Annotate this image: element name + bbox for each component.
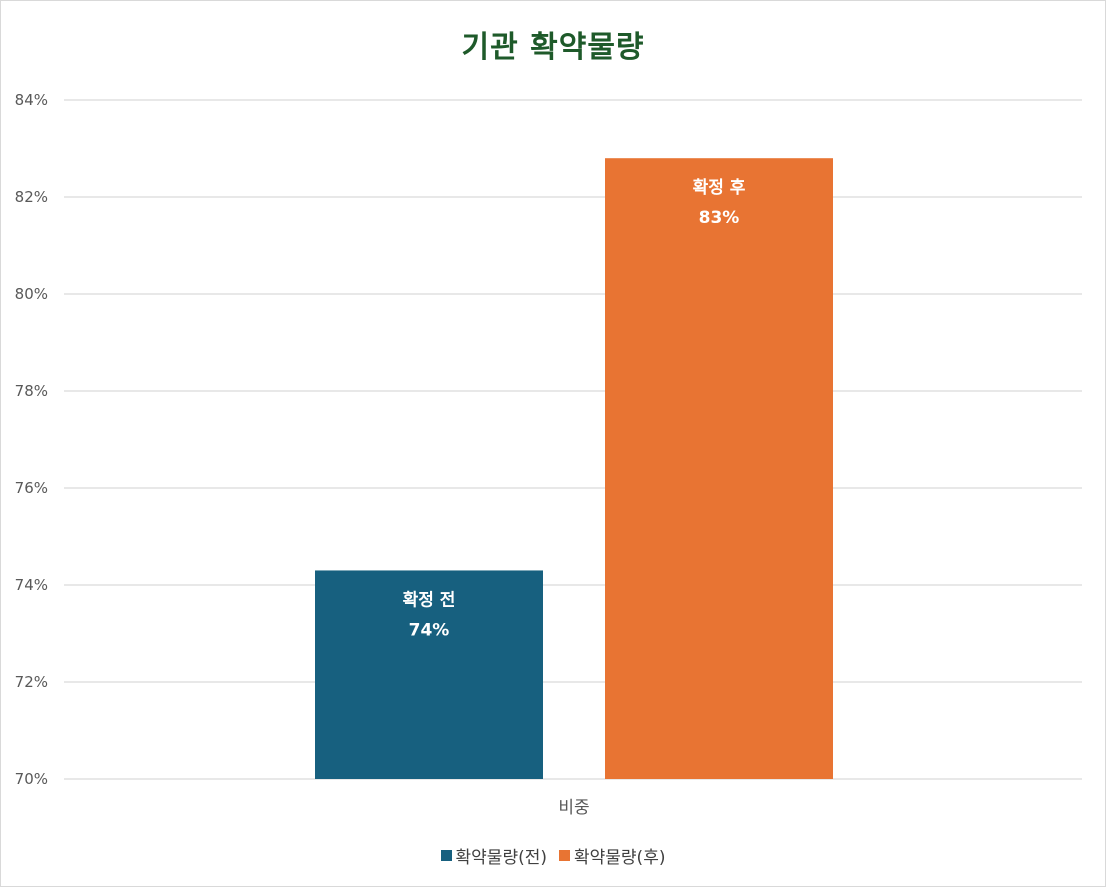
y-tick-label-80: 80% (15, 285, 48, 303)
y-tick-label-76: 76% (15, 479, 48, 497)
bar-1 (315, 570, 543, 779)
y-tick-label-84: 84% (15, 91, 48, 109)
y-tick-label-74: 74% (15, 576, 48, 594)
legend-swatch-2 (559, 850, 570, 861)
bar-1-value-label: 74% (409, 620, 450, 640)
y-tick-label-72: 72% (15, 673, 48, 691)
legend-label-2: 확약물량(후) (574, 848, 666, 868)
y-tick-label-82: 82% (15, 188, 48, 206)
legend-swatch-1 (440, 850, 452, 861)
bar-2 (605, 158, 833, 779)
bar-1-name-label: 확정 전 (403, 590, 456, 610)
y-tick-label-78: 78% (15, 382, 48, 400)
legend-item-2: 확약물량(후) (559, 843, 665, 868)
y-tick-label-70: 70% (15, 770, 48, 788)
legend-item-1: 확약물량(전) (440, 843, 547, 868)
chart-legend: 확약물량(전) 확약물량(후) (0, 843, 1106, 868)
x-category-label: 비중 (558, 798, 589, 818)
bar-2-value-label: 83% (699, 208, 740, 228)
bar-2-name-label: 확정 후 (693, 177, 746, 198)
legend-label-1: 확약물량(전) (455, 848, 547, 868)
chart-title: 기관 확약물량 (461, 30, 645, 65)
